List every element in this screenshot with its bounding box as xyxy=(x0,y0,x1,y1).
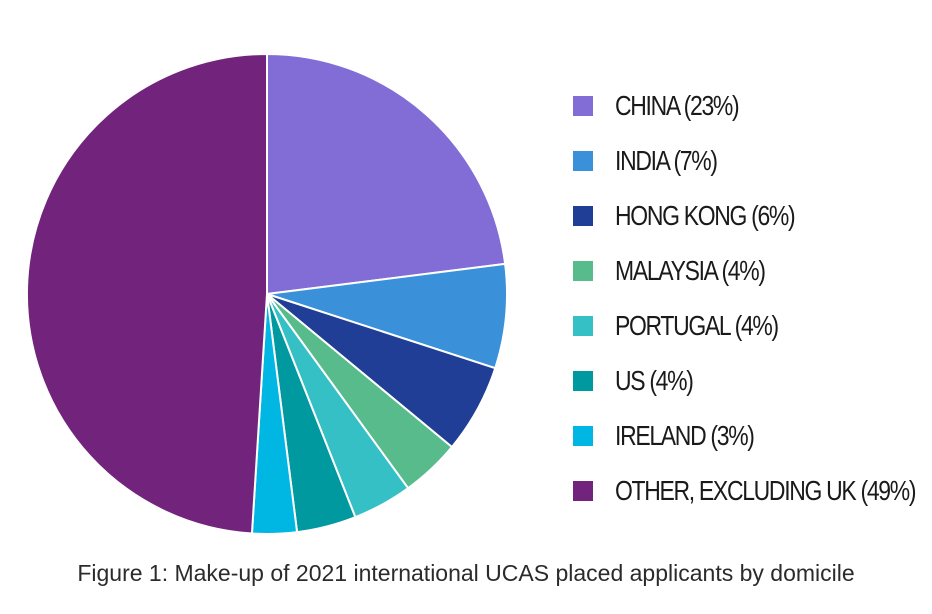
legend-label: IRELAND (3%) xyxy=(615,419,755,451)
figure-caption: Figure 1: Make-up of 2021 international … xyxy=(77,560,855,586)
pie-chart xyxy=(25,53,508,535)
pie-slice-india xyxy=(266,262,508,370)
legend-label: OTHER, EXCLUDING UK (49%) xyxy=(615,474,916,506)
legend-item-india: INDIA (7%) xyxy=(573,133,932,188)
legend-swatch xyxy=(573,95,593,116)
legend-swatch xyxy=(573,370,593,391)
legend-item-malaysia: MALAYSIA (4%) xyxy=(573,243,932,298)
legend-swatch xyxy=(573,205,593,226)
legend-swatch xyxy=(573,260,593,281)
legend-item-other-excluding-uk: OTHER, EXCLUDING UK (49%) xyxy=(573,463,932,518)
legend-label: INDIA (7%) xyxy=(615,144,718,176)
pie-slice-other-excluding-uk xyxy=(25,53,268,535)
chart-legend: CHINA (23%) INDIA (7%) HONG KONG (6%) MALAY… xyxy=(573,78,932,518)
legend-label: CHINA (23%) xyxy=(615,89,740,121)
pie-slice-china xyxy=(266,53,507,295)
legend-item-us: US (4%) xyxy=(573,353,932,408)
legend-item-portugal: PORTUGAL (4%) xyxy=(573,298,932,353)
legend-label: HONG KONG (6%) xyxy=(615,199,796,231)
legend-swatch xyxy=(573,150,593,171)
legend-item-hong-kong: HONG KONG (6%) xyxy=(573,188,932,243)
legend-swatch xyxy=(573,315,593,336)
legend-swatch xyxy=(573,425,593,446)
legend-label: MALAYSIA (4%) xyxy=(615,254,766,286)
legend-label: US (4%) xyxy=(615,364,694,396)
legend-item-china: CHINA (23%) xyxy=(573,78,932,133)
legend-item-ireland: IRELAND (3%) xyxy=(573,408,932,463)
legend-swatch xyxy=(573,480,593,501)
legend-label: PORTUGAL (4%) xyxy=(615,309,779,341)
